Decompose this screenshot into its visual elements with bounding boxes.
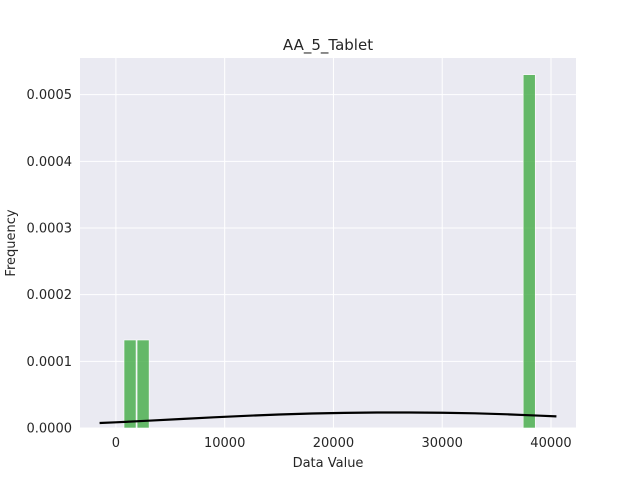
density-curve <box>99 411 557 425</box>
grid-lines <box>80 58 576 429</box>
histogram-bar <box>522 74 536 429</box>
y-tick-label: 0.0001 <box>27 355 73 370</box>
x-tick-label: 10000 <box>204 436 245 451</box>
y-tick-label: 0.0000 <box>27 422 73 437</box>
chart-title: AA_5_Tablet <box>283 36 373 55</box>
x-axis-label: Data Value <box>293 456 364 471</box>
x-tick-label: 40000 <box>530 436 571 451</box>
plot-background <box>80 58 576 428</box>
y-tick-label: 0.0003 <box>27 222 73 237</box>
y-tick-label: 0.0002 <box>27 288 73 303</box>
y-tick-label: 0.0004 <box>27 155 73 170</box>
x-tick-label: 20000 <box>313 436 354 451</box>
histogram-bar <box>136 339 150 429</box>
histogram-bars <box>123 74 536 429</box>
y-axis-label: Frequency <box>4 209 19 276</box>
y-tick-label: 0.0005 <box>27 88 73 103</box>
y-tick-labels: 0.0000 0.0001 0.0002 0.0003 0.0004 0.0005 <box>27 88 73 436</box>
x-tick-label: 30000 <box>422 436 463 451</box>
histogram-bar <box>123 339 137 429</box>
x-tick-labels: 0 10000 20000 30000 40000 <box>112 436 572 451</box>
x-tick-label: 0 <box>112 436 120 451</box>
